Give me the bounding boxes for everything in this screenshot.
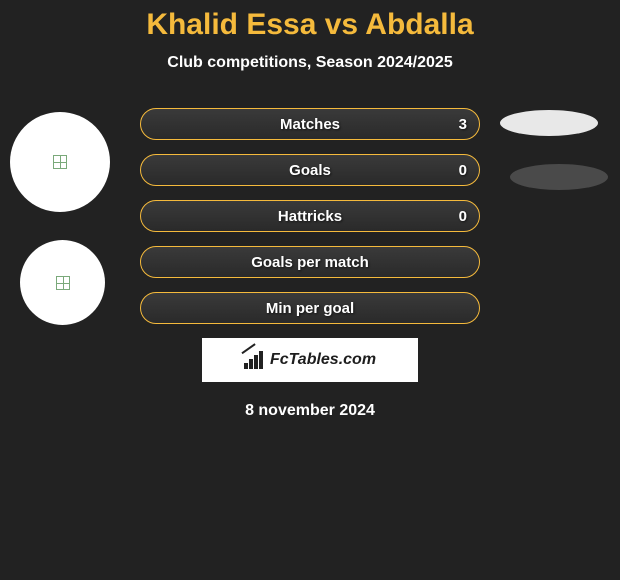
page-title: Khalid Essa vs Abdalla bbox=[0, 8, 620, 42]
decorative-blob bbox=[500, 110, 598, 136]
image-placeholder-icon bbox=[56, 276, 70, 290]
stat-row-hattricks: Hattricks 0 bbox=[140, 200, 480, 232]
subtitle: Club competitions, Season 2024/2025 bbox=[0, 54, 620, 72]
image-placeholder-icon bbox=[53, 155, 67, 169]
brand-text: FcTables.com bbox=[270, 351, 376, 369]
stat-label: Goals per match bbox=[251, 254, 369, 271]
stat-value: 3 bbox=[459, 116, 467, 133]
stat-row-goals-per-match: Goals per match bbox=[140, 246, 480, 278]
stat-label: Matches bbox=[280, 116, 340, 133]
stat-row-matches: Matches 3 bbox=[140, 108, 480, 140]
branding-box: FcTables.com bbox=[202, 338, 418, 382]
date-text: 8 november 2024 bbox=[0, 402, 620, 420]
chart-bars-icon bbox=[244, 351, 266, 369]
decorative-blob bbox=[510, 164, 608, 190]
stat-value: 0 bbox=[459, 162, 467, 179]
player-avatar-2 bbox=[20, 240, 105, 325]
stat-label: Goals bbox=[289, 162, 331, 179]
stat-rows: Matches 3 Goals 0 Hattricks 0 Goals per … bbox=[140, 108, 480, 324]
stat-label: Hattricks bbox=[278, 208, 342, 225]
stat-label: Min per goal bbox=[266, 300, 354, 317]
stat-row-goals: Goals 0 bbox=[140, 154, 480, 186]
stat-value: 0 bbox=[459, 208, 467, 225]
stats-area: Matches 3 Goals 0 Hattricks 0 Goals per … bbox=[0, 108, 620, 420]
stat-row-min-per-goal: Min per goal bbox=[140, 292, 480, 324]
player-avatar-1 bbox=[10, 112, 110, 212]
container: Khalid Essa vs Abdalla Club competitions… bbox=[0, 0, 620, 420]
